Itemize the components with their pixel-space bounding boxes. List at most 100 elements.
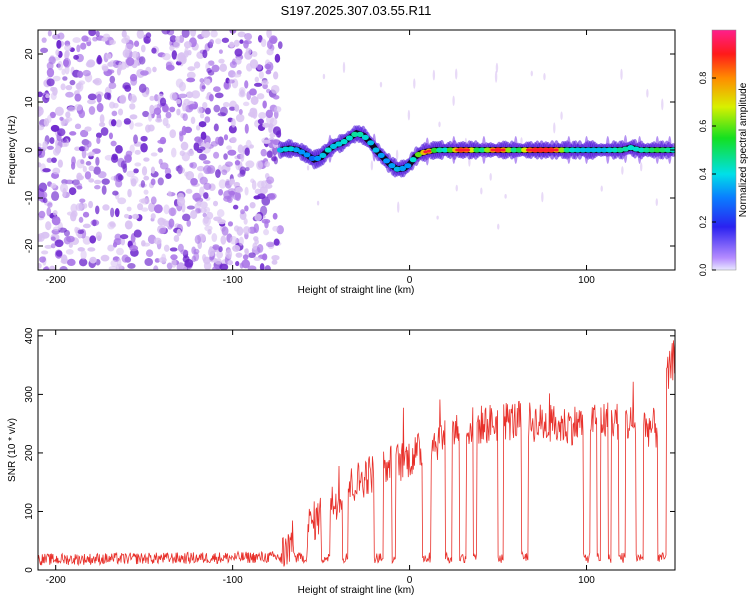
noise-blob — [223, 153, 228, 160]
noise-blob — [45, 93, 50, 99]
ridge-point — [653, 147, 661, 153]
noise-blob — [248, 112, 254, 117]
noise-blob — [187, 128, 192, 133]
noise-blob — [131, 51, 139, 59]
noise-blob — [185, 188, 193, 194]
noise-blob — [240, 209, 245, 215]
noise-blob — [204, 116, 211, 123]
ridge-point — [648, 147, 656, 153]
noise-blob — [138, 83, 147, 93]
spectrogram-content — [38, 30, 675, 270]
noise-blob — [251, 180, 257, 190]
noise-blob — [243, 217, 248, 225]
noise-blob — [259, 263, 265, 270]
noise-blob — [95, 231, 103, 241]
noise-blob — [235, 113, 245, 123]
noise-blob — [227, 149, 237, 156]
ridge-peak — [458, 148, 464, 152]
noise-blob — [161, 30, 171, 35]
snr-frame — [37, 329, 676, 571]
noise-blob — [242, 226, 251, 235]
noise-blob — [264, 265, 271, 270]
noise-blob — [129, 144, 135, 154]
snr-xtick-label: -100 — [223, 575, 243, 586]
noise-blob — [101, 37, 108, 42]
noise-blob — [235, 252, 243, 258]
colorbar-tick-label: 0.8 — [698, 72, 708, 85]
noise-blob — [45, 221, 52, 231]
noise-blob — [133, 229, 142, 238]
noise-blob — [190, 210, 198, 220]
ridge-point — [335, 141, 343, 147]
noise-blob — [112, 241, 118, 248]
noise-blob — [207, 70, 215, 76]
noise-blob — [95, 30, 100, 37]
ridge-peak — [497, 148, 503, 152]
noise-blob — [95, 205, 100, 215]
noise-blob — [261, 80, 269, 86]
streak-blob — [639, 162, 643, 172]
noise-blob — [56, 39, 62, 49]
noise-blob — [169, 44, 175, 52]
noise-blob — [38, 162, 42, 168]
noise-blob — [112, 190, 119, 196]
ridge-point — [388, 163, 396, 169]
noise-blob — [59, 266, 68, 270]
noise-blob — [260, 38, 267, 48]
noise-blob — [44, 265, 50, 270]
ridge-peak — [540, 148, 545, 152]
noise-blob — [190, 178, 198, 186]
noise-blob — [111, 154, 119, 163]
noise-blob — [245, 160, 255, 169]
streak-blob — [480, 187, 483, 195]
noise-blob — [169, 247, 178, 252]
noise-blob — [74, 123, 82, 130]
noise-blob — [219, 263, 229, 270]
noise-blob — [214, 258, 222, 265]
noise-blob — [169, 35, 177, 43]
noise-blob — [80, 159, 85, 165]
noise-blob — [96, 136, 101, 145]
noise-blob — [77, 229, 85, 235]
noise-blob — [137, 203, 144, 211]
noise-blob — [118, 61, 123, 72]
noise-blob — [163, 204, 170, 215]
noise-blob — [82, 165, 87, 173]
noise-blob — [153, 94, 159, 102]
noise-blob — [265, 109, 274, 119]
snr-xtick-label: 100 — [578, 575, 595, 586]
noise-blob — [121, 37, 130, 44]
ridge-point — [600, 147, 608, 153]
noise-blob — [110, 259, 118, 267]
noise-blob — [203, 165, 212, 175]
noise-blob — [203, 182, 212, 191]
noise-blob — [110, 119, 117, 127]
noise-blob — [168, 207, 177, 217]
noise-blob — [113, 175, 119, 182]
noise-blob — [181, 125, 187, 136]
ridge-point — [436, 147, 444, 153]
noise-blob — [88, 178, 95, 183]
noise-blob — [179, 81, 186, 92]
noise-blob — [250, 96, 259, 105]
noise-blob — [254, 188, 262, 195]
noise-blob — [273, 156, 278, 165]
noise-blob — [230, 136, 237, 144]
noise-blob — [244, 205, 249, 212]
streak-blob — [397, 201, 400, 213]
ridge-peak — [494, 148, 499, 152]
noise-blob — [262, 100, 267, 109]
spectrogram-xtick-label: -100 — [223, 275, 243, 286]
streak-blob — [322, 73, 326, 80]
streak-blob — [646, 88, 649, 98]
noise-blob — [239, 166, 246, 175]
noise-blob — [50, 243, 56, 249]
colorbar: 0.0 0.2 0.4 0.6 0.8 Normalized spectral ampl… — [698, 29, 749, 276]
noise-blob — [254, 213, 262, 222]
noise-blob — [178, 93, 188, 99]
ridge-peak — [426, 149, 432, 153]
noise-blob — [203, 192, 209, 199]
noise-blob — [240, 152, 245, 162]
noise-blob — [228, 125, 237, 134]
noise-blob — [87, 247, 96, 252]
